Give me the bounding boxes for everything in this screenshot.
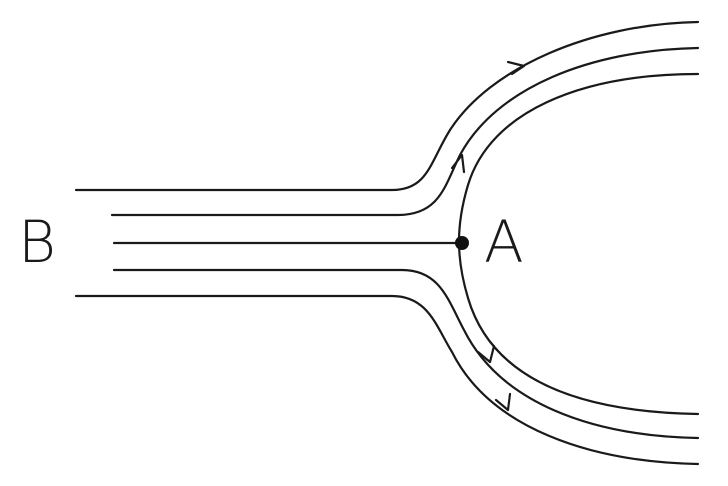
streamline-inner-top <box>110 46 700 217</box>
arrow-inner-bottom <box>476 344 496 364</box>
arrow-outer-top <box>506 60 526 76</box>
arrow-inner-top <box>450 153 466 174</box>
label-b: B <box>18 208 56 276</box>
streamline-inner-bottom <box>112 268 700 440</box>
stagnation-point-dot <box>455 236 469 250</box>
streamline-outer-bottom <box>74 294 700 466</box>
arrow-outer-bottom <box>494 392 512 412</box>
streamline-outer-top <box>74 20 700 192</box>
label-a: A <box>484 208 524 276</box>
